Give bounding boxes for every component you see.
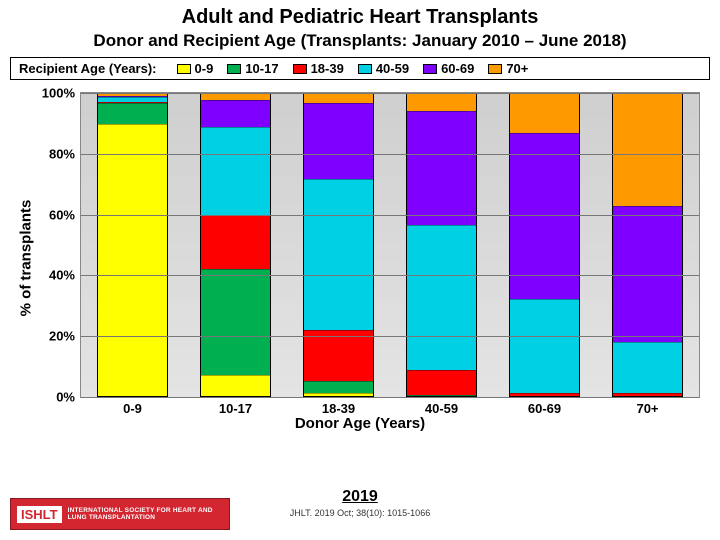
bar-segment [98, 103, 166, 124]
bar-segment [613, 393, 681, 396]
bar-segment [304, 330, 372, 381]
bar-segment [407, 395, 475, 397]
bar-slot: 18-39 [287, 93, 390, 397]
legend-item: 40-59 [358, 61, 409, 76]
bar-segment [304, 94, 372, 103]
bar-segment [407, 225, 475, 370]
bar-segment [201, 127, 269, 215]
grid-line [81, 93, 699, 94]
grid-line [81, 397, 699, 398]
bar-segment [304, 381, 372, 393]
legend-item: 60-69 [423, 61, 474, 76]
bar-segment [304, 103, 372, 179]
chart-subtitle: Donor and Recipient Age (Transplants: Ja… [0, 29, 720, 57]
stacked-bar [97, 93, 167, 397]
legend-swatch [358, 64, 372, 74]
legend-item-label: 70+ [506, 61, 528, 76]
legend-item: 10-17 [227, 61, 278, 76]
x-tick-label: 18-39 [322, 397, 355, 416]
y-tick-label: 40% [49, 268, 81, 283]
legend-swatch [488, 64, 502, 74]
grid-line [81, 154, 699, 155]
bar-segment [510, 299, 578, 393]
legend-item-label: 0-9 [195, 61, 214, 76]
bar-segment [613, 342, 681, 393]
bar-segment [201, 215, 269, 269]
x-tick-label: 60-69 [528, 397, 561, 416]
legend-item: 0-9 [177, 61, 214, 76]
ishlt-logo: ISHLT INTERNATIONAL SOCIETY FOR HEART AN… [10, 498, 230, 530]
chart-title: Adult and Pediatric Heart Transplants [0, 0, 720, 29]
bar-segment [201, 269, 269, 375]
stacked-bar [612, 93, 682, 397]
bar-slot: 10-17 [184, 93, 287, 397]
stacked-bar [200, 93, 270, 397]
bar-segment [510, 94, 578, 133]
y-tick-label: 0% [56, 390, 81, 405]
legend-swatch [293, 64, 307, 74]
legend-item: 18-39 [293, 61, 344, 76]
footer: ISHLT INTERNATIONAL SOCIETY FOR HEART AN… [0, 488, 720, 536]
bar-segment [201, 375, 269, 396]
bars-container: 0-910-1718-3940-5960-6970+ [81, 93, 699, 397]
legend-item: 70+ [488, 61, 528, 76]
stacked-bar [509, 93, 579, 397]
bar-slot: 60-69 [493, 93, 596, 397]
legend-item-label: 60-69 [441, 61, 474, 76]
x-axis-label: Donor Age (Years) [295, 415, 425, 432]
bar-segment [98, 124, 166, 396]
bar-segment [201, 100, 269, 127]
y-tick-label: 100% [42, 86, 81, 101]
legend-swatch [423, 64, 437, 74]
plot-area: 0-910-1718-3940-5960-6970+ 0%20%40%60%80… [80, 92, 700, 398]
x-tick-label: 70+ [636, 397, 658, 416]
bar-segment [613, 206, 681, 342]
y-axis-label: % of transplants [18, 200, 35, 317]
grid-line [81, 215, 699, 216]
bar-segment [304, 393, 372, 396]
legend-item-label: 10-17 [245, 61, 278, 76]
bar-segment [407, 111, 475, 226]
chart: % of transplants 0-910-1718-3940-5960-69… [10, 88, 710, 428]
grid-line [81, 336, 699, 337]
grid-line [81, 275, 699, 276]
x-tick-label: 0-9 [123, 397, 142, 416]
bar-segment [613, 94, 681, 206]
bar-slot: 40-59 [390, 93, 493, 397]
legend-item-label: 18-39 [311, 61, 344, 76]
bar-segment [407, 94, 475, 111]
legend: Recipient Age (Years): 0-9 10-17 18-39 40-5… [10, 57, 710, 80]
y-tick-label: 60% [49, 207, 81, 222]
logo-text: INTERNATIONAL SOCIETY FOR HEART AND LUNG… [68, 507, 229, 521]
bar-segment [407, 370, 475, 394]
bar-segment [510, 393, 578, 396]
bar-slot: 0-9 [81, 93, 184, 397]
x-tick-label: 40-59 [425, 397, 458, 416]
x-tick-label: 10-17 [219, 397, 252, 416]
y-tick-label: 20% [49, 329, 81, 344]
bar-slot: 70+ [596, 93, 699, 397]
legend-swatch [227, 64, 241, 74]
legend-swatch [177, 64, 191, 74]
stacked-bar [406, 93, 476, 397]
legend-label: Recipient Age (Years): [19, 61, 157, 76]
logo-badge: ISHLT [17, 506, 62, 523]
stacked-bar [303, 93, 373, 397]
legend-item-label: 40-59 [376, 61, 409, 76]
bar-segment [304, 179, 372, 330]
y-tick-label: 80% [49, 146, 81, 161]
